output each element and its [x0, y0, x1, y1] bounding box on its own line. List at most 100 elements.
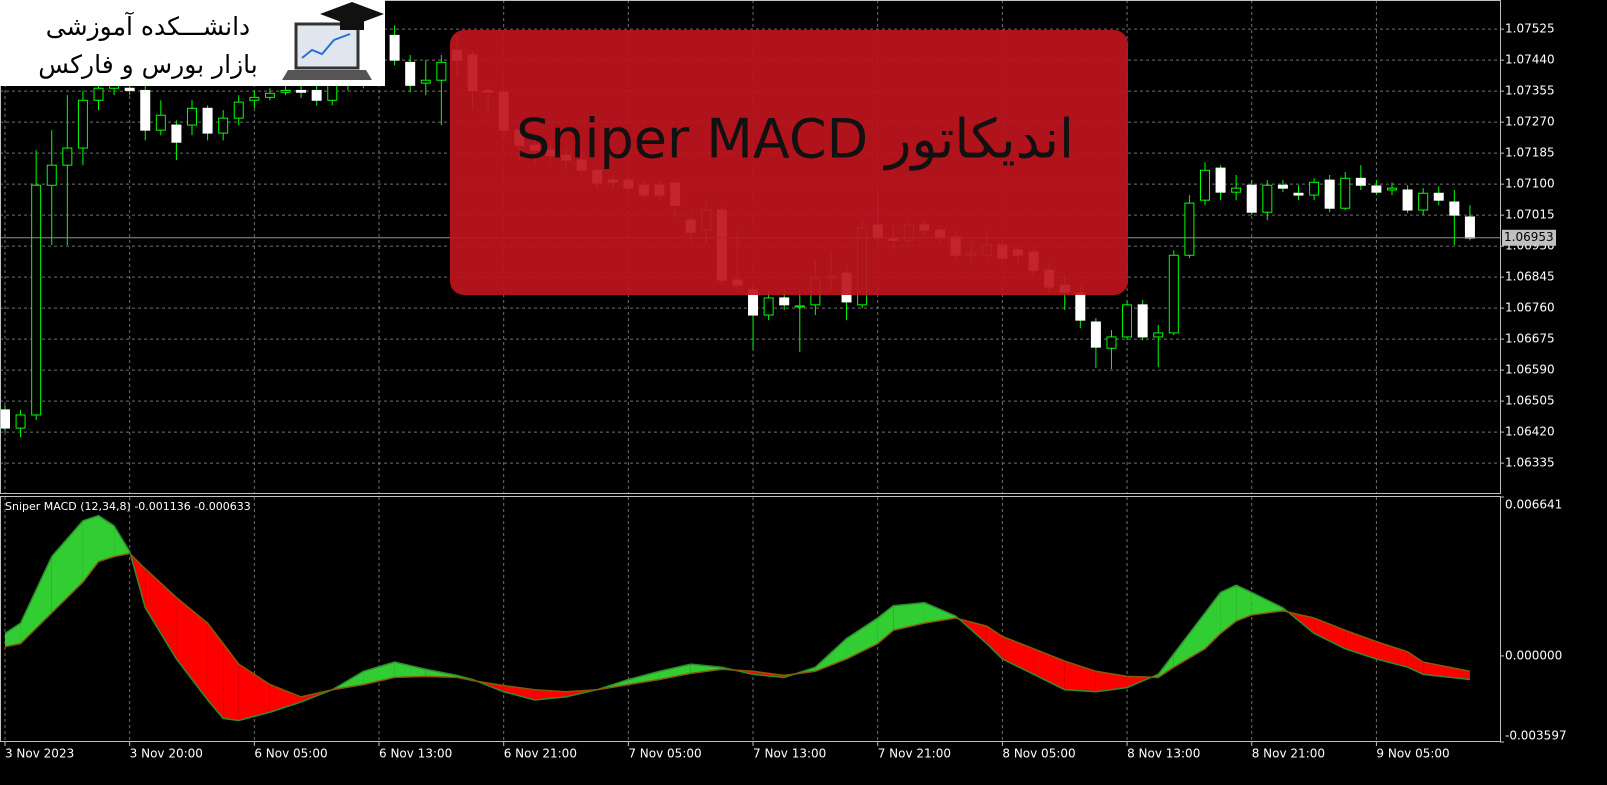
y-tick-label: 1.07185 [1505, 146, 1555, 160]
price-panel-frame [0, 0, 1501, 494]
y-tick-label: 1.06590 [1505, 363, 1555, 377]
logo-line: بازار بورس و فارکس [38, 50, 257, 80]
candle-body [140, 89, 151, 131]
candle-body [249, 96, 260, 101]
y-tick-label: 1.06675 [1505, 332, 1555, 346]
candle-body [436, 61, 447, 81]
candle-body [1184, 202, 1195, 256]
macd-fill [628, 671, 660, 685]
y-tick-label: 1.07355 [1505, 84, 1555, 98]
candle-body [93, 87, 104, 101]
macd-fill [1033, 648, 1065, 690]
candle-body [327, 84, 338, 101]
x-tick-label: 6 Nov 13:00 [379, 747, 452, 761]
logo-laptop-screen [294, 22, 360, 70]
candle-body [62, 147, 73, 166]
macd-fill [1220, 585, 1237, 634]
candle-body [420, 79, 431, 84]
macd-fill [1173, 612, 1205, 668]
y-tick-label: 1.07270 [1505, 115, 1555, 129]
candle-body [1371, 185, 1382, 193]
macd-fill [207, 623, 224, 719]
macd-fill [1204, 592, 1221, 649]
x-tick-label: 6 Nov 05:00 [254, 747, 327, 761]
x-tick-label: 9 Nov 05:00 [1376, 747, 1449, 761]
candle-body [763, 297, 774, 316]
macd-fill [394, 662, 426, 678]
candle-body [15, 414, 26, 429]
y-tick-label: 1.06505 [1505, 394, 1555, 408]
candle-body [1293, 192, 1304, 196]
candle-body [311, 89, 322, 101]
candle-body [1324, 179, 1335, 209]
candle-body [1387, 187, 1397, 191]
candle-body [1215, 167, 1226, 193]
candle-body [1433, 192, 1444, 201]
y-tick-label: 1.07525 [1505, 22, 1555, 36]
macd-fill [690, 664, 722, 674]
candle-body [0, 409, 10, 429]
macd-fill [1251, 592, 1283, 615]
x-tick-label: 3 Nov 2023 [5, 747, 74, 761]
y-tick-label: 1.07100 [1505, 177, 1555, 191]
macd-fill [145, 568, 177, 659]
macd-fill [269, 684, 302, 713]
macd-fill [238, 664, 270, 721]
y-tick-label: 0.000000 [1505, 648, 1562, 662]
candle-body [794, 305, 805, 308]
candle-body [1168, 254, 1179, 334]
candle-body [155, 114, 166, 131]
indicator-title: Sniper MACD (12,34,8) -0.001136 -0.00063… [5, 500, 251, 513]
macd-fill [1236, 585, 1252, 622]
macd-panel-frame [0, 496, 1501, 742]
candle-body [779, 297, 790, 306]
candle-body [124, 87, 135, 91]
candle-body [171, 124, 182, 143]
candle-body [1340, 177, 1351, 209]
x-tick-label: 7 Nov 13:00 [753, 747, 826, 761]
y-tick-label: 1.06760 [1505, 301, 1555, 315]
candle-body [1122, 304, 1133, 338]
candle-body [77, 99, 88, 149]
y-tick-label: 1.07440 [1505, 53, 1555, 67]
candle-body [1075, 292, 1086, 321]
logo-line: دانشـــکده آموزشی [46, 11, 250, 41]
macd-fill [924, 602, 956, 624]
y-tick-label: 1.06845 [1505, 270, 1555, 284]
candle-body [1355, 177, 1366, 186]
macd-fill [815, 638, 847, 672]
candle-body [1262, 184, 1273, 213]
logo-laptop-chart [301, 33, 351, 59]
candle-body [405, 61, 416, 86]
candle-body [264, 92, 275, 98]
candle-body [296, 89, 307, 93]
last-price-box [1502, 229, 1556, 246]
candle-body [1246, 184, 1257, 213]
candle-body [1137, 304, 1148, 338]
banner-title: اندیکاتور Sniper MACD [516, 108, 1074, 171]
y-tick-label: 1.07015 [1505, 208, 1555, 222]
x-tick-label: 6 Nov 21:00 [504, 747, 577, 761]
y-tick-label: 1.06335 [1505, 456, 1555, 470]
x-tick-label: 7 Nov 21:00 [878, 747, 951, 761]
macd-fill [98, 515, 115, 562]
macd-fill [223, 643, 239, 721]
candle-body [389, 34, 400, 61]
macd-fill [20, 556, 52, 644]
x-tick-label: 8 Nov 21:00 [1252, 747, 1325, 761]
logo-laptop-base [282, 70, 372, 80]
macd-fill [1314, 618, 1346, 649]
candle-body [1106, 336, 1117, 349]
x-tick-label: 3 Nov 20:00 [130, 747, 203, 761]
candle-body [218, 117, 229, 134]
macd-fill [659, 664, 691, 680]
candle-body [1090, 321, 1101, 348]
candle-body [1464, 216, 1475, 239]
candle-body [1418, 192, 1429, 211]
candle-body [31, 184, 42, 416]
y-tick-label: -0.003597 [1505, 729, 1567, 743]
candle-body [233, 101, 244, 119]
macd-fill [846, 618, 878, 659]
